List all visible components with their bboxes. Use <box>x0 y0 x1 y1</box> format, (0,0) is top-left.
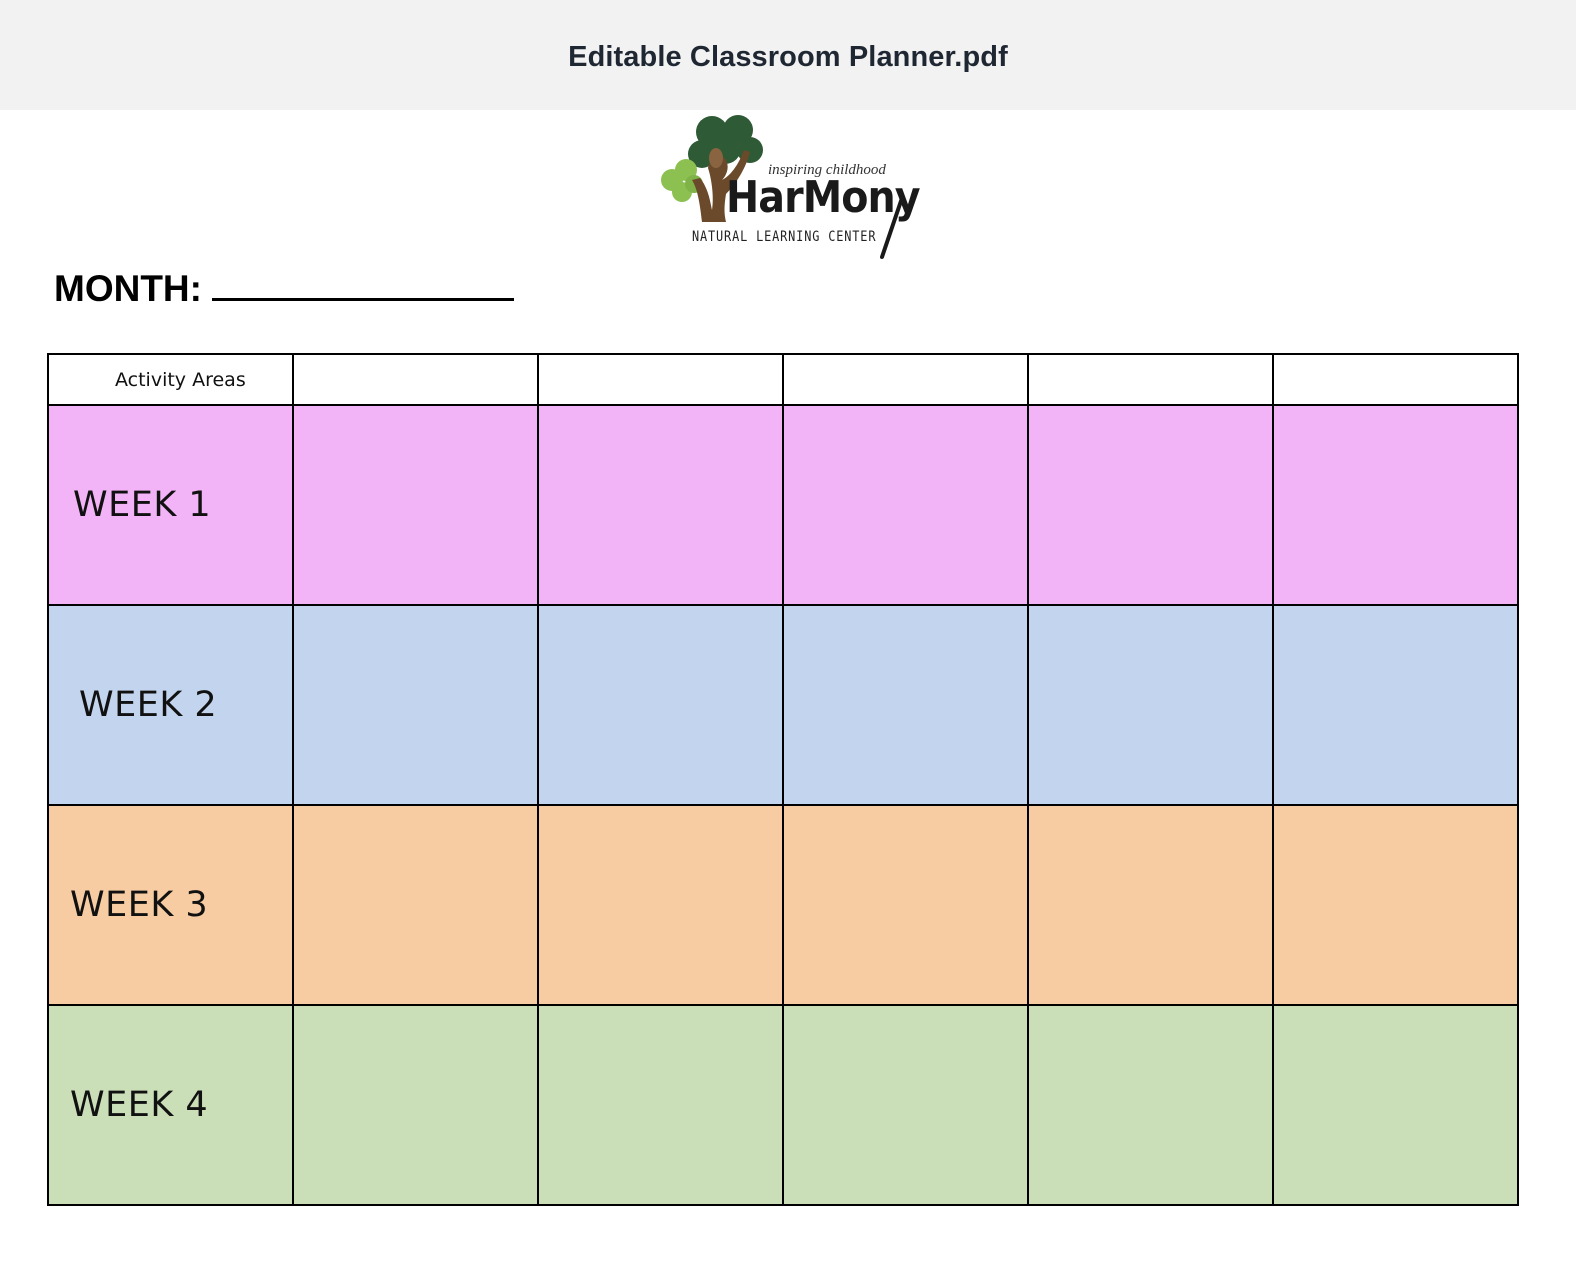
week-1-cell-4[interactable] <box>1027 404 1274 606</box>
harmony-logo: inspiring childhood HarMony NATURAL LEAR… <box>650 110 921 265</box>
week-3-cell-4[interactable] <box>1027 804 1274 1006</box>
week-3-cell-1[interactable] <box>292 804 539 1006</box>
planner-header-row: Activity Areas <box>47 353 1519 406</box>
week-3-cell-5[interactable] <box>1272 804 1519 1006</box>
activity-area-cell-3[interactable] <box>782 353 1029 406</box>
document-title: Editable Classroom Planner.pdf <box>568 40 1008 73</box>
week-2-row: WEEK 2 <box>47 604 1519 806</box>
week-1-cell-5[interactable] <box>1272 404 1519 606</box>
month-field: MONTH: <box>54 268 514 310</box>
week-2-cell-5[interactable] <box>1272 604 1519 806</box>
activity-area-cell-1[interactable] <box>292 353 539 406</box>
month-label: MONTH: <box>54 268 202 309</box>
planner-table: Activity Areas WEEK 1 WEEK 2 WEEK 3 <box>47 353 1519 1206</box>
week-2-cell-2[interactable] <box>537 604 784 806</box>
week-3-row: WEEK 3 <box>47 804 1519 1006</box>
week-4-cell-4[interactable] <box>1027 1004 1274 1206</box>
week-1-label: WEEK 1 <box>47 404 294 606</box>
week-2-cell-1[interactable] <box>292 604 539 806</box>
logo-brand: HarMony <box>726 172 921 223</box>
activity-area-cell-4[interactable] <box>1027 353 1274 406</box>
week-1-cell-3[interactable] <box>782 404 1029 606</box>
logo-subtitle: NATURAL LEARNING CENTER <box>692 229 877 245</box>
week-4-cell-2[interactable] <box>537 1004 784 1206</box>
week-3-label: WEEK 3 <box>47 804 294 1006</box>
week-3-cell-2[interactable] <box>537 804 784 1006</box>
week-3-cell-3[interactable] <box>782 804 1029 1006</box>
activity-area-cell-2[interactable] <box>537 353 784 406</box>
week-1-cell-2[interactable] <box>537 404 784 606</box>
week-4-label: WEEK 4 <box>47 1004 294 1206</box>
logo-stroke-decoration <box>880 196 904 259</box>
week-1-row: WEEK 1 <box>47 404 1519 606</box>
week-1-cell-1[interactable] <box>292 404 539 606</box>
activity-area-cell-5[interactable] <box>1272 353 1519 406</box>
document-title-bar: Editable Classroom Planner.pdf <box>0 0 1576 110</box>
week-4-row: WEEK 4 <box>47 1004 1519 1206</box>
week-4-cell-5[interactable] <box>1272 1004 1519 1206</box>
activity-areas-header: Activity Areas <box>47 353 294 406</box>
week-4-cell-3[interactable] <box>782 1004 1029 1206</box>
week-2-cell-3[interactable] <box>782 604 1029 806</box>
month-input-line[interactable] <box>211 298 514 301</box>
logo-tagline: inspiring childhood <box>768 162 886 178</box>
tree-figure-icon <box>661 115 763 222</box>
week-2-cell-4[interactable] <box>1027 604 1274 806</box>
week-4-cell-1[interactable] <box>292 1004 539 1206</box>
week-2-label: WEEK 2 <box>47 604 294 806</box>
document-page: inspiring childhood HarMony NATURAL LEAR… <box>0 110 1576 1270</box>
